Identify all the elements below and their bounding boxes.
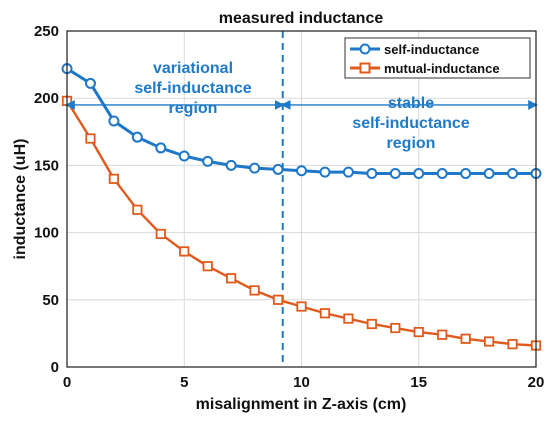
legend: self-inductance mutual-inductance: [344, 37, 531, 79]
plot-frame: [66, 30, 537, 368]
series-1-point-12: [343, 313, 354, 324]
x-axis-label: misalignment in Z-axis (cm): [196, 396, 407, 413]
series-1-point-3: [132, 204, 143, 215]
annotation-variational: variational self-inductance region: [134, 60, 251, 117]
y-tick-label-3: 150: [34, 157, 59, 174]
y-tick-label-1: 50: [42, 292, 59, 309]
series-0-point-4: [155, 142, 167, 154]
series-0-point-5: [178, 150, 190, 162]
series-1-point-19: [507, 339, 518, 350]
series-1-point-8: [249, 285, 260, 296]
series-0-point-18: [483, 167, 495, 179]
x-tick-label-3: 15: [410, 374, 427, 391]
legend-box: [344, 37, 531, 79]
series-0-point-17: [460, 167, 472, 179]
series-1-point-4: [155, 228, 166, 240]
legend-item-self-inductance: self-inductance: [350, 42, 479, 57]
series-1-point-7: [226, 273, 237, 284]
series-0-point-19: [507, 167, 519, 179]
annotation-stable-line-1: self-inductance: [352, 115, 469, 132]
x-tick-label-4: 20: [528, 374, 545, 391]
series-1-point-18: [483, 336, 495, 347]
series-0-point-16: [436, 167, 448, 179]
series-1-point-5: [179, 246, 190, 257]
y-axis-label: inductance (uH): [12, 139, 29, 260]
series-0-point-7: [225, 159, 237, 171]
annotation-layer: variational self-inductance region stable se…: [65, 60, 538, 152]
series-0-point-9: [272, 163, 284, 175]
series-1-point-1: [85, 133, 96, 144]
series-0-point-6: [202, 155, 214, 167]
legend-item-mutual-inductance: mutual-inductance: [350, 61, 500, 76]
series-1-point-9: [272, 294, 284, 305]
series-1-point-15: [413, 326, 424, 338]
chart-title: measured inductance: [219, 10, 384, 27]
legend-label-self-inductance: self-inductance: [384, 42, 479, 57]
x-tick-label-2: 10: [293, 374, 310, 391]
series-0-point-13: [366, 167, 378, 179]
series-1-point-17: [460, 333, 471, 344]
annotation-variational-line-0: variational: [153, 60, 233, 77]
annotation-variational-line-2: region: [169, 100, 218, 117]
annotation-stable-line-0: stable: [388, 95, 434, 112]
series-1-point-10: [296, 301, 307, 312]
series-0-point-12: [342, 166, 354, 178]
series-1-point-14: [390, 322, 401, 334]
legend-marker-mutual-inductance: [359, 62, 371, 74]
series-0-point-15: [413, 167, 425, 179]
series-0-point-10: [296, 165, 307, 177]
y-tick-label-0: 0: [51, 359, 59, 376]
series-0-point-3: [131, 131, 143, 143]
annotation-stable-line-2: region: [387, 135, 436, 152]
x-tick-label-0: 0: [63, 374, 71, 391]
series-0-point-14: [389, 167, 401, 179]
series-0-point-2: [108, 115, 120, 127]
series-1-point-6: [202, 261, 213, 272]
y-tick-label-4: 200: [34, 90, 59, 107]
series-0-point-1: [84, 77, 96, 89]
annotation-variational-line-1: self-inductance: [134, 80, 251, 97]
legend-marker-self-inductance: [359, 43, 371, 55]
y-tick-label-2: 100: [34, 225, 59, 242]
annotation-stable: stable self-inductance region: [352, 95, 469, 152]
legend-label-mutual-inductance: mutual-inductance: [384, 61, 500, 76]
series-0-point-11: [319, 166, 331, 178]
x-tick-label-1: 5: [180, 374, 188, 391]
series-1-point-13: [366, 318, 377, 330]
y-tick-label-5: 250: [34, 23, 59, 40]
series-0-point-8: [249, 162, 261, 174]
series-1-point-16: [437, 329, 448, 340]
series-1-point-2: [108, 173, 119, 184]
series-layer: [61, 63, 542, 351]
series-1-point-11: [319, 308, 331, 319]
